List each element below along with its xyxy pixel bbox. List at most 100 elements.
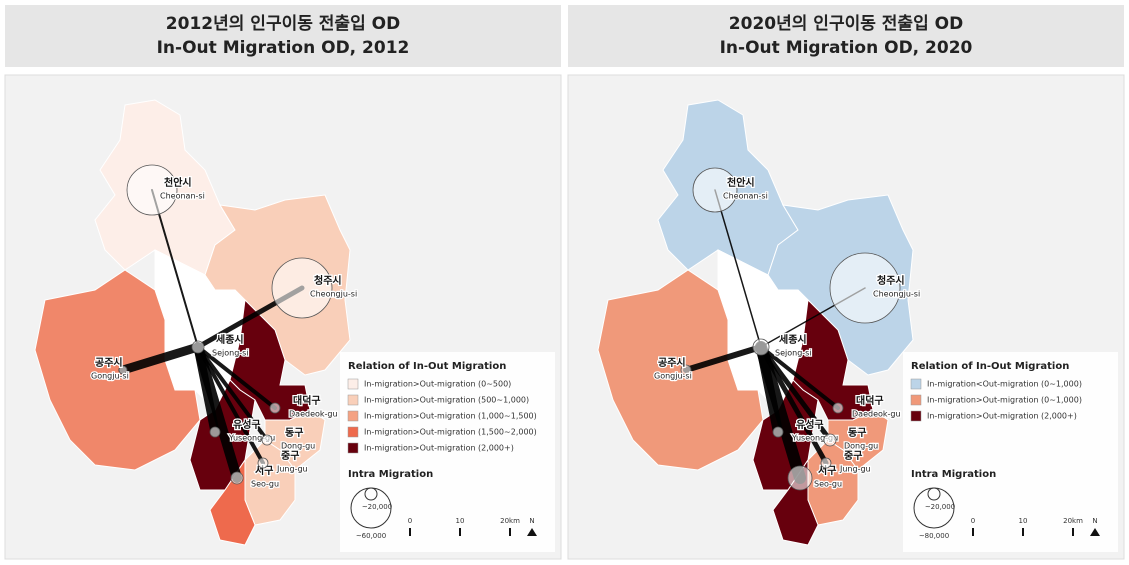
panel: 2020년의 인구이동 전출입 OD In-Out Migration OD, 2…: [567, 5, 1125, 560]
legend-swatch: [910, 410, 922, 422]
legend-range: (1,000~1,500): [478, 412, 537, 421]
legend-label: In-migration>Out-migration: [364, 396, 476, 405]
intra-circle: [752, 338, 770, 356]
legend-label: In-migration>Out-migration: [927, 412, 1039, 421]
flow: [755, 341, 806, 484]
intra-circle: [772, 426, 784, 438]
flow: [196, 345, 265, 465]
city-en: Yuseong-gu: [228, 434, 275, 443]
city-en: Cheonan-si: [723, 192, 768, 201]
legend-label: In-migration<Out-migration: [927, 380, 1039, 389]
header-bg: [5, 5, 561, 67]
title-en: In-Out Migration OD, 2012: [157, 38, 410, 58]
city-ko: 청주시: [314, 274, 342, 287]
city-en: Cheongju-si: [310, 290, 357, 299]
city-ko: 유성구: [796, 418, 824, 431]
flow: [118, 342, 203, 375]
legend-title: Relation of In-Out Migration: [911, 361, 1069, 372]
region: [34, 269, 201, 471]
legend-bg: [340, 352, 555, 552]
city-ko: 대덕구: [856, 394, 884, 407]
legend-swatch: [347, 410, 359, 422]
north-label: N: [1092, 517, 1097, 525]
city-ko: 중구: [844, 450, 862, 462]
legend-swatch: [347, 442, 359, 454]
map: 천안시 Cheonan-si 청주시 Cheongju-si 세종시 Sejong-si 공…: [597, 99, 921, 546]
scale-label: 0: [971, 517, 975, 525]
city-ko: 청주시: [877, 274, 905, 287]
legend-label: In-migration>Out-migration: [364, 412, 476, 421]
legend: Relation of In-Out Migration In-migration…: [903, 352, 1118, 552]
city-en: Jung-gu: [276, 465, 308, 474]
intra-circle: [271, 257, 333, 319]
city-ko: 중구: [281, 450, 299, 462]
intra-small: ~20,000: [362, 503, 392, 511]
intra-title: Intra Migration: [348, 469, 433, 480]
legend-bg: [903, 352, 1118, 552]
city-ko: 천안시: [727, 176, 755, 189]
panel: 2012년의 인구이동 전출입 OD In-Out Migration OD, 2…: [4, 5, 562, 560]
intra-circle: [209, 426, 221, 438]
flow: [759, 345, 840, 410]
intra-small: ~20,000: [925, 503, 955, 511]
intra-circle: [269, 402, 281, 414]
legend-label: In-migration>Out-migration: [364, 444, 476, 453]
intra-circle: [787, 465, 813, 491]
scale-tick: [1022, 528, 1024, 536]
city-en: Seo-gu: [814, 480, 842, 489]
title-ko: 2020년의 인구이동 전출입 OD: [729, 14, 963, 34]
scale-label: 20km: [1063, 517, 1083, 525]
city-ko: 유성구: [233, 418, 261, 431]
flow: [193, 342, 242, 483]
city-en: Yuseong-gu: [791, 434, 838, 443]
header-bg: [568, 5, 1124, 67]
legend-label: In-migration>Out-migration: [364, 428, 476, 437]
map: 천안시 Cheonan-si 청주시 Cheongju-si 세종시 Sejong-si 공…: [34, 99, 358, 546]
scale-tick: [409, 528, 411, 536]
north-arrow: [527, 528, 537, 536]
intra-circle: [823, 433, 837, 447]
legend-swatch: [910, 394, 922, 406]
legend-title: Relation of In-Out Migration: [348, 361, 506, 372]
intra-legend-small: [927, 487, 941, 501]
north-label: N: [529, 517, 534, 525]
region: [209, 458, 256, 546]
legend-range: (2,000+): [1041, 412, 1077, 421]
city-ko: 동구: [848, 427, 866, 439]
legend-range: (0~1,000): [1041, 396, 1082, 405]
intra-title: Intra Migration: [911, 469, 996, 480]
city-ko: 대덕구: [293, 394, 321, 407]
city-ko: 서구: [818, 464, 836, 477]
city-ko: 공주시: [658, 357, 686, 369]
scale-label: 20km: [500, 517, 520, 525]
intra-circle: [829, 252, 901, 324]
legend-range: (0~500): [478, 380, 511, 389]
intra-circle: [257, 457, 269, 469]
intra-circle: [680, 364, 692, 376]
intra-circle: [118, 365, 128, 375]
city-ko: 세종시: [216, 333, 244, 346]
city-en: Cheongju-si: [873, 290, 920, 299]
city-en: Daedeok-gu: [852, 410, 901, 419]
legend-label: In-migration>Out-migration: [927, 396, 1039, 405]
city-ko: 세종시: [779, 333, 807, 346]
city-ko: 천안시: [164, 176, 192, 189]
intra-circle: [126, 164, 178, 216]
legend: Relation of In-Out Migration In-migration…: [340, 352, 555, 552]
intra-circle: [191, 340, 205, 354]
legend-range: (0~1,000): [1041, 380, 1082, 389]
scale-label: 0: [408, 517, 412, 525]
legend-range: (500~1,000): [478, 396, 529, 405]
city-en: Dong-gu: [281, 442, 315, 451]
city-en: Gongju-si: [654, 372, 692, 381]
city-en: Jung-gu: [839, 465, 871, 474]
city-en: Gongju-si: [91, 372, 129, 381]
title-ko: 2012년의 인구이동 전출입 OD: [166, 14, 400, 34]
flow: [758, 344, 829, 466]
intra-circle: [820, 457, 832, 469]
scale-tick: [459, 528, 461, 536]
flow: [196, 345, 277, 410]
intra-circle: [230, 471, 244, 485]
legend-swatch: [910, 378, 922, 390]
